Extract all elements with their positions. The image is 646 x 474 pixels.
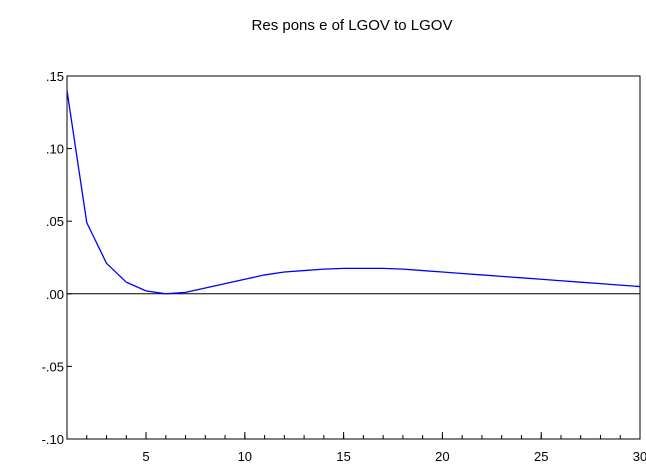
data-point [243, 278, 246, 281]
x-tick-label: 25 [534, 449, 548, 464]
data-point [619, 284, 622, 287]
data-point [441, 271, 444, 274]
data-point [342, 267, 345, 270]
data-point [283, 271, 286, 274]
data-point [303, 269, 306, 272]
data-point [125, 281, 128, 284]
data-point [559, 279, 562, 282]
data-point [184, 291, 187, 294]
data-point [263, 273, 266, 276]
data-point [66, 89, 69, 92]
plot-frame [66, 75, 641, 440]
data-point [382, 267, 385, 270]
y-axis: .15 .10 .05 .00 -.05 -.10 [42, 69, 72, 447]
x-axis: 5 10 15 20 25 30 [86, 432, 646, 464]
data-point [224, 282, 227, 285]
x-tick-label: 20 [435, 449, 449, 464]
data-point [500, 275, 503, 278]
y-tick-label: .00 [46, 287, 64, 302]
y-tick-label: .15 [46, 69, 64, 84]
series-line [66, 90, 641, 295]
chart-title: Res pons e of LGOV to LGOV [252, 17, 453, 34]
y-tick-label: .10 [46, 142, 64, 157]
data-point [480, 273, 483, 276]
data-point [145, 289, 148, 292]
data-point [639, 285, 642, 288]
data-point [599, 282, 602, 285]
data-point [85, 221, 88, 224]
data-point [164, 292, 167, 295]
data-point [421, 269, 424, 272]
y-tick-label: -.10 [42, 432, 64, 447]
data-point [362, 267, 365, 270]
data-point [520, 276, 523, 279]
data-point [540, 278, 543, 281]
data-point [204, 286, 207, 289]
x-tick-label: 15 [336, 449, 350, 464]
data-point [401, 268, 404, 271]
x-tick-label: 10 [238, 449, 252, 464]
x-tick-label: 5 [142, 449, 149, 464]
series-group [66, 89, 642, 295]
x-tick-label: 30 [633, 449, 646, 464]
data-point [322, 268, 325, 271]
data-point [579, 281, 582, 284]
y-tick-label: .05 [46, 214, 64, 229]
y-tick-label: -.05 [42, 359, 64, 374]
data-point [105, 262, 108, 265]
data-point [461, 272, 464, 275]
